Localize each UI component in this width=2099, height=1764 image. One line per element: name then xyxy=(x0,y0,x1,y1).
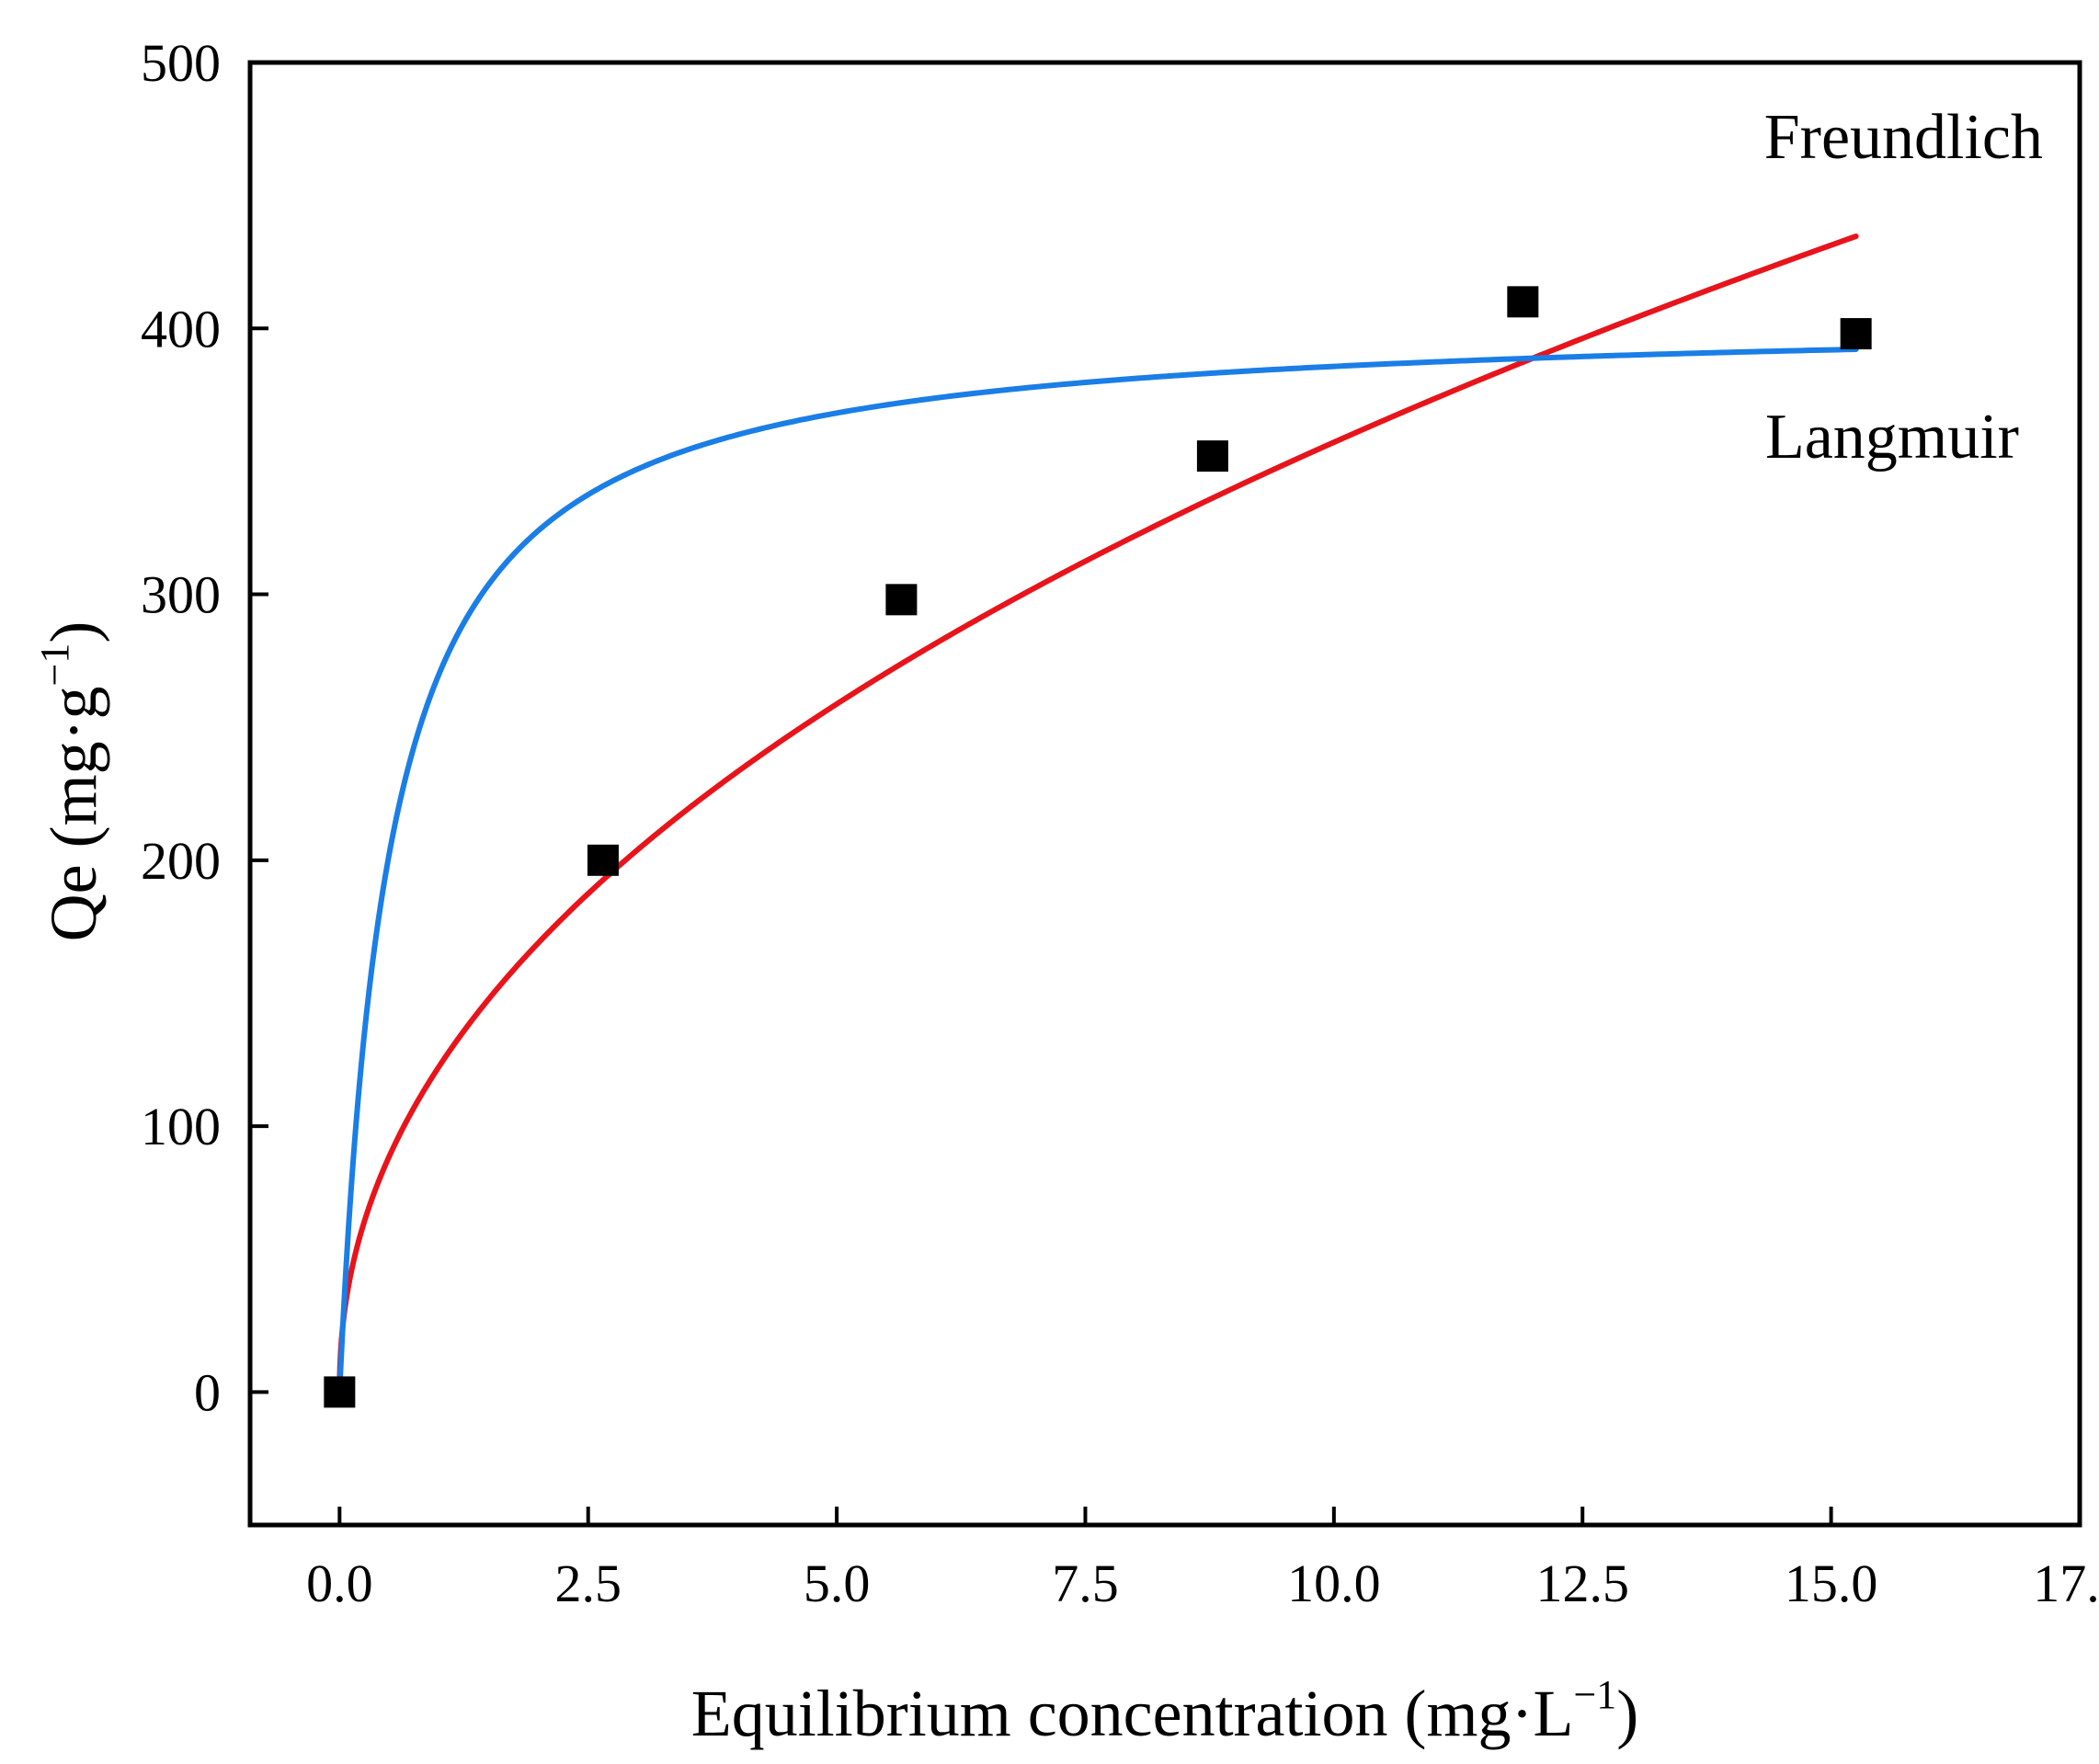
data-point xyxy=(1196,440,1228,472)
x-tick-label: 17.5 xyxy=(2033,1553,2099,1613)
x-axis-title: Equilibrium concentration (mg·L−1) xyxy=(691,1672,1639,1750)
x-tick-label: 2.5 xyxy=(554,1553,622,1613)
y-axis-title: Qe (mg·g−1) xyxy=(32,621,110,942)
y-tick-label: 0 xyxy=(194,1362,221,1422)
x-axis-title-sup: −1 xyxy=(1573,1672,1616,1717)
x-tick-label: 5.0 xyxy=(804,1553,871,1613)
x-axis-title-close: ) xyxy=(1616,1677,1638,1750)
x-tick-label: 12.5 xyxy=(1535,1553,1629,1613)
y-tick-label: 400 xyxy=(141,299,221,358)
fit-curves xyxy=(337,233,1859,1395)
data-point xyxy=(587,844,619,876)
y-axis-title-sup: −1 xyxy=(32,643,77,687)
plot-frame xyxy=(247,60,2082,1528)
x-tick-label: 0.0 xyxy=(306,1553,373,1613)
fit-curve-langmuir xyxy=(337,347,1859,1395)
fit-curve-freundlich xyxy=(337,233,1859,1395)
y-tick-label: 500 xyxy=(141,33,221,93)
x-axis-title-main: Equilibrium concentration (mg·L xyxy=(691,1677,1574,1750)
data-point xyxy=(324,1376,356,1408)
y-axis-title-main: Qe (mg·g xyxy=(37,686,110,941)
data-point xyxy=(1840,318,1872,350)
y-tick-label: 200 xyxy=(141,831,221,891)
series-label-freundlich: Freundlich xyxy=(1764,102,2043,173)
series-label-langmuir: Langmuir xyxy=(1765,402,2019,472)
y-axis-ticks: 0 100 200 300 400 500 xyxy=(141,33,268,1422)
y-tick-label: 300 xyxy=(141,565,221,625)
data-point xyxy=(1507,286,1539,318)
x-axis-ticks: 0.0 2.5 5.0 7.5 10.0 12.5 15.0 17.5 xyxy=(306,1507,2099,1613)
y-tick-label: 100 xyxy=(141,1097,221,1156)
x-tick-label: 7.5 xyxy=(1052,1553,1119,1613)
data-points xyxy=(324,286,1872,1408)
x-tick-label: 10.0 xyxy=(1287,1553,1381,1613)
y-axis-title-close: ) xyxy=(37,621,110,643)
data-point xyxy=(885,584,918,616)
x-tick-label: 15.0 xyxy=(1785,1553,1878,1613)
